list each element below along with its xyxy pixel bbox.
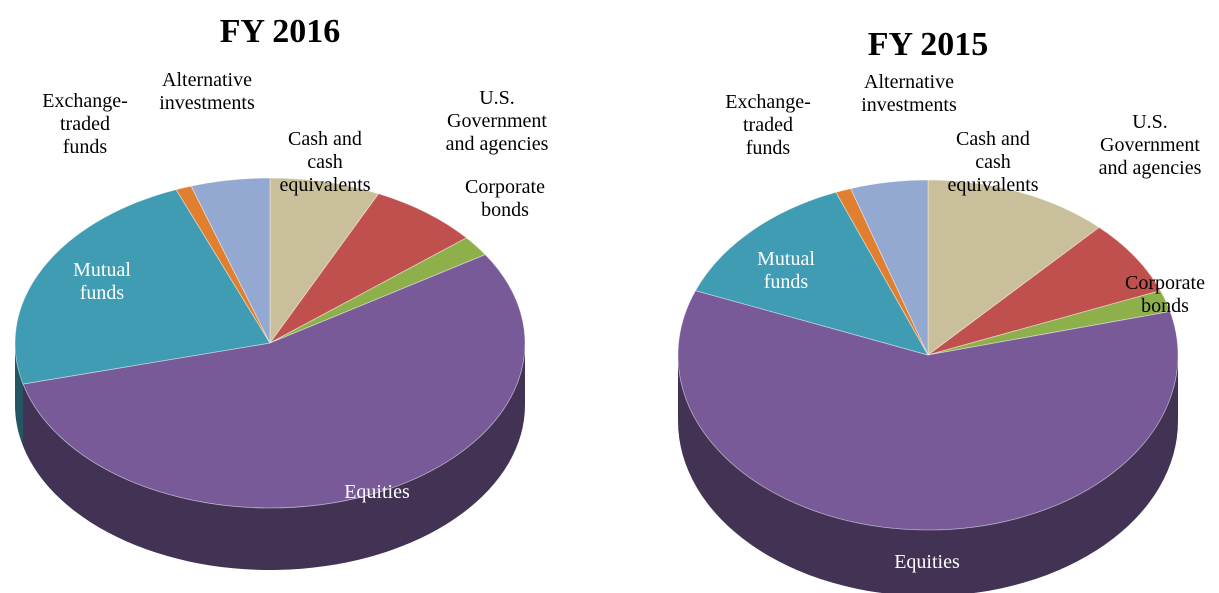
pie-slice <box>190 177 271 344</box>
pie-side <box>678 355 1178 593</box>
pie-slice <box>269 193 468 344</box>
slice-label: Alternative investments <box>861 71 957 116</box>
slice-label: U.S. Government and agencies <box>446 87 549 155</box>
pie-slice <box>14 189 271 385</box>
pie-slice <box>850 179 929 356</box>
slice-label: Exchange-traded funds <box>725 91 811 159</box>
slice-label: U.S. Government and agencies <box>1099 111 1202 179</box>
pie-slice <box>22 254 526 509</box>
pie-side <box>23 343 526 571</box>
slice-label: Mutual funds <box>73 259 131 304</box>
chart-title: FY 2015 <box>868 26 989 63</box>
slice-label: Equities <box>894 551 960 573</box>
pie-slice <box>677 290 1179 531</box>
slice-label: Corporate bonds <box>1125 272 1205 317</box>
slice-label: Alternative investments <box>159 69 255 114</box>
pie-side <box>15 343 24 447</box>
chart-title: FY 2016 <box>220 13 341 50</box>
slice-label: Corporate bonds <box>465 176 545 221</box>
slice-label: Cash and cash equivalents <box>947 128 1038 196</box>
slice-label: Equities <box>344 481 410 503</box>
slice-label: Cash and cash equivalents <box>279 128 370 196</box>
slice-label: Mutual funds <box>757 248 815 293</box>
pie-slice <box>927 179 1100 356</box>
pie-slice <box>269 177 380 345</box>
pie-slice <box>694 191 929 356</box>
slice-label: Exchange-traded funds <box>42 90 128 158</box>
pie-slice <box>927 226 1162 356</box>
